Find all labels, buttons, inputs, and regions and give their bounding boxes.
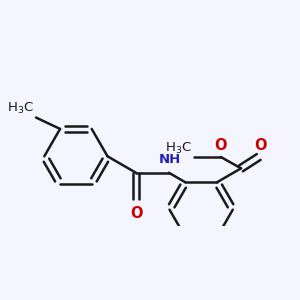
Text: H$_3$C: H$_3$C: [7, 101, 34, 116]
Text: O: O: [214, 137, 227, 152]
Text: O: O: [254, 138, 266, 153]
Text: O: O: [130, 206, 142, 221]
Text: H$_3$C: H$_3$C: [165, 141, 192, 156]
Text: NH: NH: [158, 154, 181, 166]
